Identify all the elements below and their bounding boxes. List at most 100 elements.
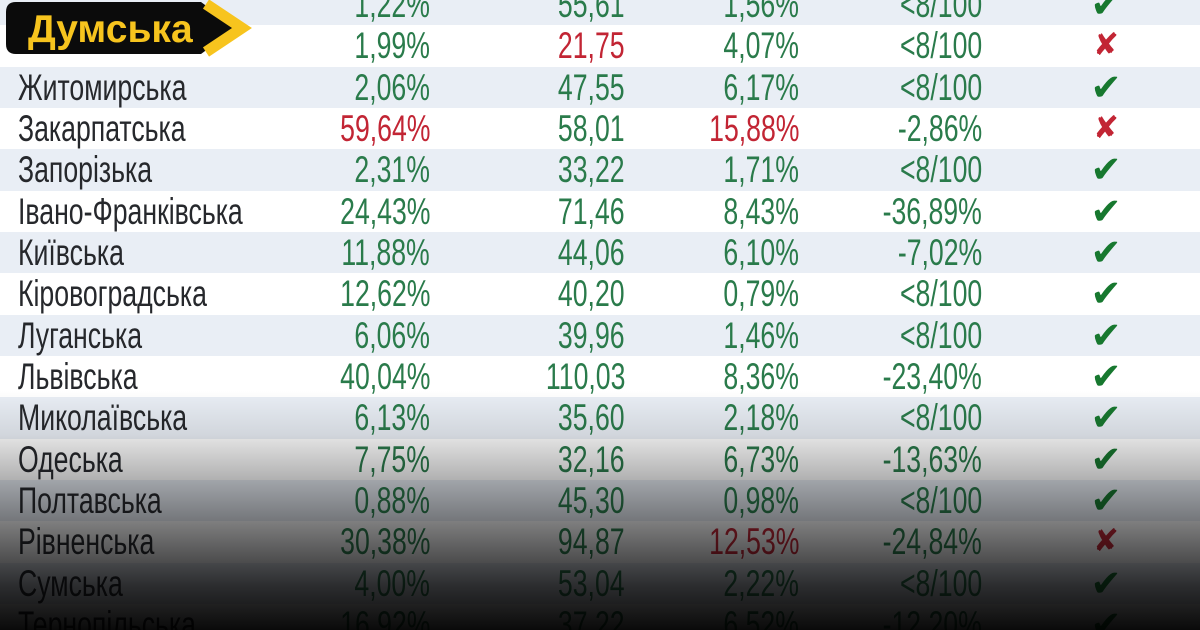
value-col-2: 37,22 [558,603,625,630]
value-col-2: 32,16 [558,438,625,480]
value-col-4: -7,02% [897,231,982,273]
value-col-4: <8/100 [899,397,982,439]
value-col-1: 59,64% [339,107,430,149]
value-col-2: 40,20 [558,273,625,315]
table-row: Тернопільська 16,92% 37,22 6,52% -12,20%… [0,604,1200,630]
value-col-3: 8,36% [723,355,799,397]
value-col-3: 12,53% [708,521,799,563]
value-col-3: 6,73% [723,438,799,480]
value-col-2: 58,01 [558,107,625,149]
table-row: Закарпатська 59,64% 58,01 15,88% -2,86% … [0,107,1200,150]
check-icon: ✔ [1090,437,1122,481]
cross-icon: ✘ [1093,27,1119,64]
region-name: Одеська [18,438,123,480]
check-icon: ✔ [1090,148,1122,192]
region-name: Київська [18,231,124,273]
region-name: Тернопільська [18,603,196,630]
region-name: Луганська [18,314,143,356]
cross-icon: ✘ [1093,523,1119,560]
value-col-4: -23,40% [882,355,982,397]
value-col-1: 0,88% [354,479,430,521]
value-col-4: -12,20% [882,603,982,630]
value-col-3: 6,17% [723,66,799,108]
value-col-3: 1,46% [723,314,799,356]
table-row: Житомирська 2,06% 47,55 6,17% <8/100 ✔ [0,66,1200,108]
table-row: Миколаївська 6,13% 35,60 2,18% <8/100 ✔ [0,396,1200,440]
table-row: Рівненська 30,38% 94,87 12,53% -24,84% ✘ [0,521,1200,563]
table-row: Івано-Франківська 24,43% 71,46 8,43% -36… [0,189,1200,233]
value-col-1: 11,88% [341,231,430,273]
table-row: Луганська 6,06% 39,96 1,46% <8/100 ✔ [0,313,1200,357]
value-col-3: 0,98% [723,479,799,521]
value-col-4: -2,86% [897,107,982,149]
check-icon: ✔ [1090,602,1122,630]
check-icon: ✔ [1090,0,1122,26]
region-name: Сумська [18,562,123,604]
value-col-1: 24,43% [339,190,430,232]
cross-icon: ✘ [1093,109,1119,146]
region-name: Миколаївська [18,397,188,439]
value-col-1: 40,04% [339,355,430,397]
value-col-3: 6,10% [723,231,799,273]
value-col-3: 8,43% [723,190,799,232]
value-col-4: <8/100 [899,66,982,108]
value-col-4: -36,89% [882,190,982,232]
region-name: Запорізька [18,149,153,191]
value-col-3: 1,56% [723,0,799,25]
check-icon: ✔ [1090,561,1122,605]
region-name: Рівненська [18,521,155,563]
value-col-3: 0,79% [723,273,799,315]
value-col-1: 2,06% [354,66,430,108]
value-col-3: 6,52% [723,603,799,630]
check-icon: ✔ [1090,478,1122,522]
dumska-logo: Думська [2,0,258,63]
region-name: Закарпатська [18,107,186,149]
value-col-1: 30,38% [339,521,430,563]
table-row: Львівська 40,04% 110,03 8,36% -23,40% ✔ [0,356,1200,397]
region-name: Полтавська [18,479,162,521]
value-col-4: -24,84% [882,521,982,563]
logo-text: Думська [28,8,193,51]
value-col-1: 2,31% [354,149,430,191]
value-col-1: 6,13% [354,397,430,439]
value-col-1: 4,00% [354,562,430,604]
value-col-3: 1,71% [723,149,799,191]
value-col-2: 45,30 [558,479,625,521]
value-col-4: <8/100 [899,273,982,315]
value-col-2: 35,60 [558,397,625,439]
value-col-2: 94,87 [558,521,625,563]
check-icon: ✔ [1090,272,1122,316]
check-icon: ✔ [1090,396,1122,440]
value-col-1: 6,06% [354,314,430,356]
value-col-3: 15,88% [708,107,799,149]
region-name: Львівська [18,355,138,397]
value-col-2: 110,03 [545,355,625,397]
value-col-2: 53,04 [558,562,625,604]
value-col-2: 44,06 [558,231,625,273]
value-col-4: <8/100 [899,25,982,67]
table-row: Київська 11,88% 44,06 6,10% -7,02% ✔ [0,232,1200,273]
value-col-2: 47,55 [558,66,625,108]
table-row: Полтавська 0,88% 45,30 0,98% <8/100 ✔ [0,480,1200,521]
value-col-2: 33,22 [558,149,625,191]
check-icon: ✔ [1090,313,1122,357]
value-col-2: 21,75 [558,25,625,67]
value-col-3: 2,18% [723,397,799,439]
table-row: Сумська 4,00% 53,04 2,22% <8/100 ✔ [0,561,1200,605]
value-col-4: <8/100 [899,562,982,604]
table-row: Запорізька 2,31% 33,22 1,71% <8/100 ✔ [0,148,1200,192]
value-col-2: 55,61 [558,0,625,25]
check-icon: ✔ [1090,189,1122,233]
check-icon: ✔ [1090,354,1122,398]
region-name: Івано-Франківська [18,190,243,232]
value-col-2: 39,96 [558,314,625,356]
value-col-2: 71,46 [558,190,625,232]
value-col-4: <8/100 [899,479,982,521]
region-name: Кіровоградська [18,273,207,315]
value-col-1: 7,75% [354,438,430,480]
value-col-4: <8/100 [899,0,982,25]
value-col-4: <8/100 [899,314,982,356]
value-col-3: 2,22% [723,562,799,604]
